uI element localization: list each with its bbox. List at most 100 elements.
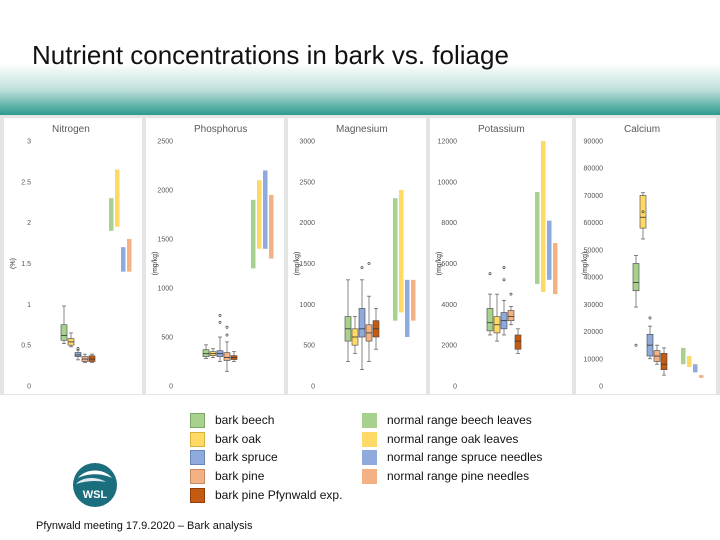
legend-label: normal range pine needles: [387, 469, 530, 483]
legend-swatch: [190, 431, 205, 447]
y-tick-label: 2500: [299, 179, 315, 186]
chart-legend: bark beech bark oak bark spruce bark pin…: [0, 410, 720, 505]
legend-item-bark-pine: bark pine: [190, 468, 264, 484]
legend-item-range-spruce: normal range spruce needles: [362, 449, 542, 465]
potassium-box-bark-pine: [507, 310, 515, 321]
calcium-box-bark-beech-outlier: [634, 343, 638, 347]
legend-swatch: [190, 468, 205, 484]
chart-nitrogen: Nitrogen (%) 0 0.5 1 1.5 2 2.5 3: [10, 124, 132, 391]
calcium-box-bark-beech: [632, 263, 640, 292]
y-tick-label: 2500: [157, 139, 173, 146]
potassium-range-normal-range-oak-leaves: [541, 141, 546, 293]
calcium-range-normal-range-pine-needles: [699, 375, 704, 378]
y-tick-label: 1000: [299, 302, 315, 309]
y-tick-label: 0: [27, 384, 31, 391]
legend-label: normal range spruce needles: [387, 450, 543, 464]
y-tick-label: 1000: [157, 286, 173, 293]
chart-title: Magnesium: [336, 124, 388, 135]
legend-label: normal range beech leaves: [387, 413, 532, 427]
potassium-box-bark-pine-outlier: [509, 292, 513, 296]
legend-item-range-oak: normal range oak leaves: [362, 431, 518, 447]
y-tick-label: 3000: [299, 139, 315, 146]
y-tick-label: 2: [27, 220, 31, 227]
slide-header: Nutrient concentrations in bark vs. foli…: [0, 0, 720, 115]
y-tick-label: 500: [161, 335, 173, 342]
y-tick-label: 0: [169, 384, 173, 391]
chart-panel-nitrogen: Nitrogen (%) 0 0.5 1 1.5 2 2.5 3: [4, 118, 142, 394]
potassium-range-normal-range-spruce-needles: [547, 220, 552, 280]
legend-label: bark beech: [215, 413, 275, 427]
y-tick-label: 30000: [584, 302, 604, 309]
y-tick-label: 1500: [157, 237, 173, 244]
y-tick-label: 2.5: [21, 179, 31, 186]
magnesium-range-normal-range-beech-leaves: [393, 198, 398, 321]
legend-swatch: [362, 449, 377, 465]
phosphorus-box-bark-spruce-outlier: [218, 320, 222, 324]
y-tick-label: 0: [453, 384, 457, 391]
phosphorus-range-normal-range-pine-needles: [269, 194, 274, 259]
y-tick-label: 10000: [438, 179, 458, 186]
potassium-box-bark-spruce-outlier: [502, 266, 506, 269]
y-tick-label: 12000: [438, 139, 458, 146]
phosphorus-box-bark-spruce-outlier: [218, 314, 222, 317]
legend-swatch: [190, 412, 205, 428]
legend-label: bark pine Pfynwald exp.: [215, 488, 343, 502]
chart-magnesium: Magnesium (mg/kg) 0 500 1000 1500 2000 2500 3000: [294, 124, 416, 391]
y-axis-label: (mg/kg): [436, 252, 443, 276]
legend-item-range-beech: normal range beech leaves: [362, 412, 532, 428]
y-tick-label: 60000: [584, 220, 604, 227]
y-tick-label: 500: [303, 343, 315, 350]
calcium-range-normal-range-oak-leaves: [687, 356, 692, 367]
y-tick-label: 1500: [299, 261, 315, 268]
nitrogen-box-bark-pine-pfynwald-exp: [88, 355, 96, 362]
legend-item-bark-pine-pfynwald: bark pine Pfynwald exp.: [190, 487, 342, 503]
legend-label: bark pine: [215, 469, 265, 483]
nitrogen-box-bark-spruce-outlier: [76, 347, 80, 350]
y-tick-label: 50000: [584, 247, 604, 254]
nitrogen-range-normal-range-beech-leaves: [109, 198, 114, 231]
y-tick-label: 1: [27, 302, 31, 309]
wsl-logo: WSL: [73, 463, 117, 507]
legend-swatch: [362, 468, 377, 484]
magnesium-box-bark-spruce-outlier: [360, 266, 364, 269]
y-tick-label: 4000: [441, 302, 457, 309]
phosphorus-range-normal-range-spruce-needles: [263, 170, 268, 249]
slide-title: Nutrient concentrations in bark vs. foli…: [32, 40, 509, 70]
potassium-range-normal-range-beech-leaves: [535, 192, 540, 284]
y-tick-label: 0: [311, 384, 315, 391]
chart-panel-magnesium: Magnesium (mg/kg) 0 500 1000 1500 2000 2500 3000: [288, 118, 426, 394]
nitrogen-range-normal-range-spruce-needles: [121, 247, 126, 272]
magnesium-range-normal-range-oak-leaves: [399, 190, 404, 313]
chart-title: Phosphorus: [194, 124, 247, 135]
calcium-box-bark-oak-outlier: [641, 210, 645, 214]
legend-label: bark spruce: [215, 450, 278, 464]
phosphorus-box-bark-pine-outlier: [225, 325, 229, 329]
legend-item-bark-beech: bark beech: [190, 412, 274, 428]
legend-item-bark-oak: bark oak: [190, 431, 261, 447]
calcium-range-normal-range-spruce-needles: [693, 364, 698, 373]
nitrogen-range-normal-range-oak-leaves: [115, 169, 120, 227]
legend-swatch: [362, 412, 377, 428]
y-tick-label: 6000: [441, 261, 457, 268]
phosphorus-range-normal-range-beech-leaves: [251, 199, 256, 269]
phosphorus-box-bark-beech: [202, 349, 210, 357]
y-tick-label: 90000: [584, 139, 604, 146]
y-axis-label: (%): [10, 258, 17, 269]
y-tick-label: 2000: [299, 220, 315, 227]
y-tick-label: 8000: [441, 220, 457, 227]
calcium-box-bark-pine-pfynwald-exp: [660, 353, 668, 370]
legend-label: normal range oak leaves: [387, 432, 519, 446]
chart-title: Nitrogen: [52, 124, 90, 135]
y-axis-label: (mg/kg): [582, 252, 589, 276]
y-tick-label: 10000: [584, 356, 604, 363]
magnesium-range-normal-range-spruce-needles: [405, 279, 410, 337]
chart-panel-calcium: Calcium (mg/kg) 0 10000 20000 30000 40000 50000…: [576, 118, 716, 394]
chart-panel-phosphorus: Phosphorus (mg/kg) 0 500 1000 1500 2000 2500: [146, 118, 284, 394]
y-tick-label: 2000: [157, 188, 173, 195]
phosphorus-range-normal-range-oak-leaves: [257, 180, 262, 249]
legend-swatch: [362, 431, 377, 447]
y-tick-label: 70000: [584, 193, 604, 200]
calcium-range-normal-range-beech-leaves: [681, 347, 686, 365]
chart-calcium: Calcium (mg/kg) 0 10000 20000 30000 40000 50000…: [582, 124, 704, 391]
potassium-box-bark-beech-outlier: [488, 272, 492, 276]
